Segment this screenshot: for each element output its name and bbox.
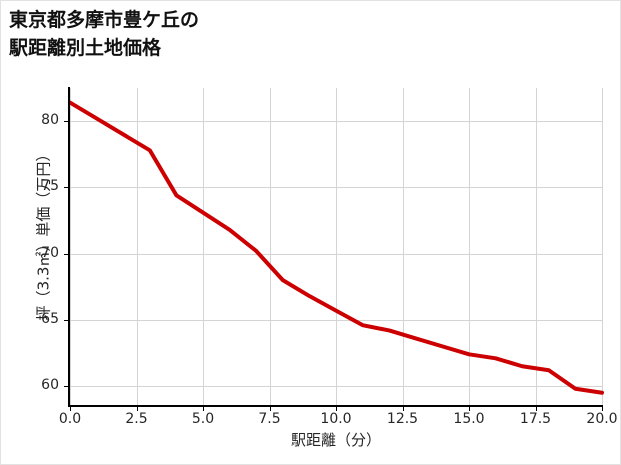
price-line-series <box>68 100 604 395</box>
y-axis-label: 坪（3.3㎡）単価（万円） <box>34 146 53 321</box>
y-tick-mark <box>64 121 68 123</box>
x-tick-mark <box>70 407 71 411</box>
gridline-vertical <box>203 88 204 406</box>
y-axis-spine <box>68 87 70 407</box>
gridline-vertical <box>70 88 71 406</box>
gridline-vertical <box>402 88 404 406</box>
chart-title: 東京都多摩市豊ケ丘の 駅距離別土地価格 <box>9 9 200 59</box>
x-tick-label: 20.0 <box>586 411 618 427</box>
x-tick-mark <box>136 407 138 411</box>
x-tick-mark <box>602 407 603 411</box>
x-tick-mark <box>336 407 337 411</box>
x-axis-spine <box>68 405 603 407</box>
x-tick-label: 5.0 <box>191 411 215 427</box>
x-tick-label: 7.5 <box>258 411 281 427</box>
gridline-vertical <box>602 88 603 406</box>
x-tick-label: 17.5 <box>519 411 552 427</box>
x-tick-mark <box>535 407 537 411</box>
x-tick-label: 10.0 <box>320 411 352 427</box>
y-tick-mark <box>64 253 68 255</box>
y-tick-mark <box>64 319 68 321</box>
x-tick-label: 0.0 <box>58 411 82 427</box>
gridline-vertical <box>469 88 470 406</box>
gridline-vertical <box>336 88 337 406</box>
y-tick-label: 75 <box>41 178 59 195</box>
y-tick-mark <box>64 386 68 388</box>
y-tick-mark <box>64 187 68 189</box>
plot-area <box>68 88 604 406</box>
x-tick-mark <box>402 407 404 411</box>
x-axis-label: 駅距離（分） <box>290 431 381 449</box>
x-tick-label: 12.5 <box>386 411 419 427</box>
y-tick-label: 70 <box>41 244 59 261</box>
x-tick-label: 2.5 <box>125 411 148 427</box>
gridline-vertical <box>535 88 537 406</box>
x-tick-mark <box>269 407 271 411</box>
gridline-vertical <box>136 88 138 406</box>
x-tick-mark <box>469 407 470 411</box>
y-tick-label: 80 <box>41 112 59 129</box>
line-series-svg <box>68 100 604 395</box>
gridline-vertical <box>269 88 271 406</box>
y-tick-label: 60 <box>41 377 59 394</box>
x-tick-label: 15.0 <box>453 411 485 427</box>
y-tick-label: 65 <box>41 310 59 327</box>
x-tick-mark <box>203 407 204 411</box>
